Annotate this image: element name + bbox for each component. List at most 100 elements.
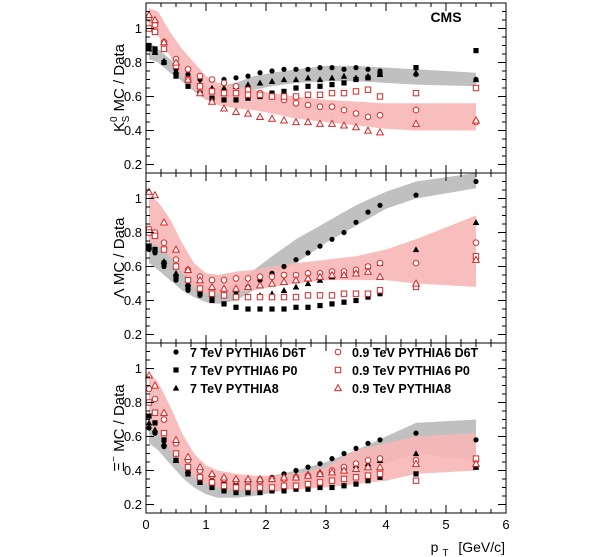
legend-marker-1 xyxy=(173,367,179,373)
legend-entry-3: 0.9 TeV PYTHIA6 D6T xyxy=(334,346,479,360)
kshort-series-5-point-17 xyxy=(339,121,349,129)
xi-series-5-point-12 xyxy=(279,472,289,481)
xi-series-4-point-9 xyxy=(244,484,252,491)
xi-series-1-point-13 xyxy=(293,486,299,492)
kshort-series-5-point-16 xyxy=(327,119,337,127)
kshort-series-5-point-8 xyxy=(231,107,241,115)
xi-series-1-point-4 xyxy=(185,471,191,477)
kshort-series-4-point-20 xyxy=(376,93,384,100)
legend-label-4: 0.9 TeV PYTHIA6 P0 xyxy=(352,364,470,378)
kshort-series-3-point-16 xyxy=(328,103,336,110)
legend-label-5: 0.9 TeV PYTHIA8 xyxy=(352,382,451,396)
lambda-series-2-point-1 xyxy=(151,246,159,253)
xi-series-5-point-22 xyxy=(471,459,481,467)
kshort-series-5-point-2 xyxy=(159,37,169,46)
lambda-series-1-point-3 xyxy=(173,274,179,280)
lambda-series-5-point-14 xyxy=(303,274,313,282)
lambda-series-3-point-8 xyxy=(232,275,240,282)
kshort-series-2-point-17 xyxy=(340,72,348,79)
xi-series-5-point-7 xyxy=(219,472,229,481)
lambda-series-3-point-20 xyxy=(376,259,384,267)
lambda-series-2-point-14 xyxy=(304,280,312,287)
xi-series-1-point-14 xyxy=(305,486,311,492)
lambda-series-3-point-2 xyxy=(160,239,168,246)
lambda-series-4-point-3 xyxy=(172,263,180,270)
xi-series-1-point-15 xyxy=(317,484,323,491)
xi-series-5-point-9 xyxy=(243,474,253,483)
xi-series-4-point-11 xyxy=(268,484,276,491)
lambda-series-0-point-20 xyxy=(377,202,383,208)
legend-marker-0 xyxy=(173,349,179,355)
kshort-series-2-point-15 xyxy=(316,76,324,83)
xtick-label: 3 xyxy=(322,517,329,532)
lambda-series-1-point-4 xyxy=(185,284,191,290)
kshort-series-0-point-13 xyxy=(293,66,299,72)
kshort-series-1-point-1 xyxy=(152,46,158,52)
kshort-series-3-point-1 xyxy=(151,21,159,29)
xi-series-3-point-1 xyxy=(151,395,159,403)
xi-series-5-point-2 xyxy=(159,408,169,416)
lambda-series-1-point-10 xyxy=(257,306,263,312)
lambda-series-2-point-3 xyxy=(172,270,180,276)
lambda-series-5-point-3 xyxy=(171,245,181,253)
kshort-series-3-point-4 xyxy=(184,66,192,73)
kshort-series-2-point-12 xyxy=(280,76,288,83)
lambda-series-4-point-14 xyxy=(304,292,312,299)
lambda-ytick-label: 0.4 xyxy=(124,293,142,308)
xtick-label: 0 xyxy=(142,517,149,532)
lambda-series-3-point-11 xyxy=(268,273,276,281)
kshort-series-4-point-15 xyxy=(316,91,324,98)
kshort-series-5-point-22 xyxy=(471,115,481,124)
kshort-series-0-point-11 xyxy=(269,68,275,74)
kshort-series-0-point-14 xyxy=(305,66,311,72)
kshort-ylabel-symbol: K xyxy=(111,122,128,132)
lambda-series-3-point-3 xyxy=(172,256,180,264)
xtick-label: 1 xyxy=(202,517,209,532)
kshort-series-2-point-20 xyxy=(376,71,384,78)
kshort-series-4-point-14 xyxy=(304,91,312,98)
xi-series-0-point-13 xyxy=(293,467,299,474)
kshort-series-1-point-13 xyxy=(293,85,299,91)
lambda-series-2-point-13 xyxy=(292,283,300,290)
kshort-series-1-point-16 xyxy=(329,82,335,88)
kshort-series-4-point-16 xyxy=(328,89,336,97)
kshort-series-1-point-17 xyxy=(341,80,347,86)
lambda-series-5-point-9 xyxy=(243,282,253,291)
xi-series-0-point-17 xyxy=(341,450,347,457)
xi-series-0-point-16 xyxy=(329,456,335,462)
legend-label-1: 7 TeV PYTHIA6 P0 xyxy=(190,364,297,378)
xi-series-4-point-10 xyxy=(256,484,264,491)
lambda-series-5-point-22 xyxy=(471,255,481,263)
xi-series-1-point-17 xyxy=(341,483,347,489)
lambda-series-1-point-11 xyxy=(269,306,275,312)
lambda-series-0-point-16 xyxy=(329,236,335,242)
xi-ytick-label: 0.6 xyxy=(124,429,142,444)
lambda-series-1-point-6 xyxy=(209,297,215,304)
lambda-series-2-point-22 xyxy=(472,219,480,225)
cms-label: CMS xyxy=(430,9,461,25)
kshort-series-2 xyxy=(145,45,480,91)
xi-series-4-point-17 xyxy=(340,475,348,483)
lambda-ytick-label: 0.6 xyxy=(124,259,142,274)
lambda-series-4-point-16 xyxy=(328,292,336,299)
xi-series-4-point-6 xyxy=(208,479,216,486)
xi-series-1-point-8 xyxy=(233,490,239,496)
xi-series-2-point-2 xyxy=(160,440,168,446)
xi-series-4 xyxy=(145,399,480,491)
lambda-series-0-point-14 xyxy=(305,250,311,256)
lambda-ylabel-symbol: Λ xyxy=(111,288,128,298)
lambda-series-5-point-16 xyxy=(327,270,337,279)
xi-series-5 xyxy=(144,370,481,483)
kshort-series-0-point-19 xyxy=(365,66,371,72)
xi-series-4-point-16 xyxy=(328,477,336,484)
legend-marker-2 xyxy=(172,384,180,391)
xi-series-4-point-21 xyxy=(412,477,420,484)
kshort-series-2-point-3 xyxy=(172,67,180,74)
lambda-series-4 xyxy=(145,229,480,301)
kshort-series-1-point-4 xyxy=(185,83,191,89)
xi-series-2-point-21 xyxy=(412,450,420,457)
lambda-ytick-label: 0.8 xyxy=(124,225,142,240)
xi-series-5-point-6 xyxy=(207,469,217,478)
xi-series-0-point-19 xyxy=(365,440,371,446)
